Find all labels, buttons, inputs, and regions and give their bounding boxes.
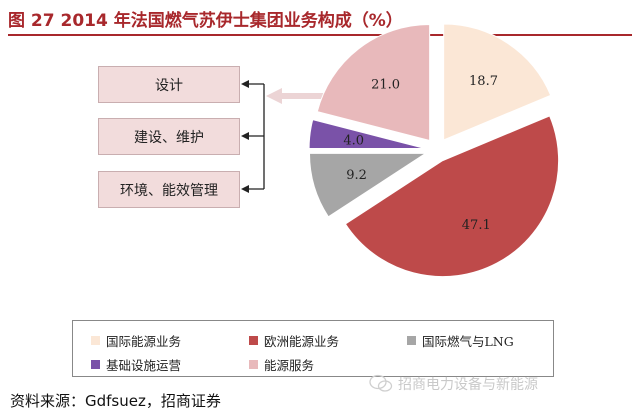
legend-item-intl-energy: 国际能源业务	[91, 331, 181, 350]
legend-label: 基础设施运营	[106, 358, 182, 373]
pie-slice	[443, 23, 552, 141]
legend-label: 国际能源业务	[106, 334, 182, 349]
service-box-construction: 建设、维护	[98, 118, 240, 155]
slice-value-label: 21.0	[371, 78, 400, 93]
pie-slice	[316, 24, 431, 142]
pie-slice	[344, 115, 560, 278]
slice-value-label: 9.2	[346, 168, 367, 183]
service-bracket	[241, 80, 265, 193]
watermark: 招商电力设备与新能源	[398, 377, 538, 393]
slice-value-label: 4.0	[343, 133, 364, 148]
legend-item-energy-services: 能源服务	[249, 355, 314, 374]
legend-swatch	[91, 360, 100, 369]
legend-swatch	[249, 336, 258, 345]
source-note: 资料来源：Gdfsuez，招商证券	[10, 392, 221, 410]
legend: 国际能源业务 欧洲能源业务 国际燃气与LNG 基础设施运营 能源服务	[72, 320, 554, 377]
service-box-environment: 环境、能效管理	[98, 171, 240, 208]
chart-title: 图 27 2014 年法国燃气苏伊士集团业务构成（%）	[8, 11, 403, 31]
legend-item-infrastructure: 基础设施运营	[91, 355, 181, 374]
legend-label: 国际燃气与LNG	[422, 334, 514, 349]
legend-label: 能源服务	[264, 358, 315, 373]
legend-item-europe-energy: 欧洲能源业务	[249, 331, 339, 350]
title-divider	[8, 34, 632, 36]
pie-slice	[308, 119, 426, 149]
services-arrow	[266, 88, 330, 104]
legend-label: 欧洲能源业务	[264, 334, 340, 349]
pie-slice	[308, 152, 428, 218]
legend-swatch	[249, 360, 258, 369]
slice-value-label: 18.7	[469, 74, 498, 89]
wechat-icon	[369, 374, 393, 392]
legend-swatch	[91, 336, 100, 345]
service-box-design: 设计	[98, 66, 240, 103]
legend-item-gas-lng: 国际燃气与LNG	[407, 331, 514, 350]
slice-value-label: 47.1	[462, 218, 491, 233]
legend-swatch	[407, 336, 416, 345]
